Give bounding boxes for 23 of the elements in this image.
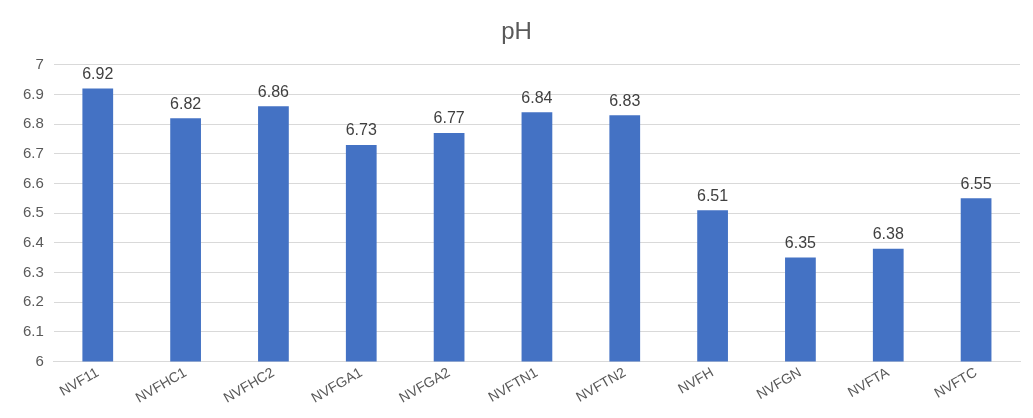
data-label: 6.82 (170, 94, 202, 112)
y-tick-label: 6.8 (22, 114, 44, 132)
data-label: 6.77 (433, 109, 465, 127)
y-tick-label: 6.1 (22, 321, 44, 339)
data-label: 6.35 (784, 234, 817, 252)
y-tick-label: 6.9 (22, 84, 44, 102)
data-label: 6.92 (82, 64, 114, 82)
data-label: 6.51 (697, 186, 729, 204)
y-tick-label: 6.7 (22, 143, 44, 161)
data-label: 6.55 (960, 174, 992, 192)
y-tick-label: 6.5 (22, 203, 44, 221)
y-tick-label: 6.4 (22, 232, 44, 250)
y-tick-label: 6.3 (22, 262, 44, 280)
y-tick-label: 6 (35, 351, 44, 369)
chart-title: pH (501, 17, 532, 45)
data-label: 6.86 (257, 82, 290, 100)
y-tick-label: 6.6 (22, 173, 44, 191)
data-label: 6.83 (609, 91, 641, 109)
data-label: 6.84 (521, 88, 553, 106)
y-tick-label: 7 (35, 54, 44, 72)
y-tick-label: 6.2 (22, 292, 44, 310)
data-label: 6.38 (872, 225, 904, 243)
data-label: 6.73 (345, 121, 377, 139)
